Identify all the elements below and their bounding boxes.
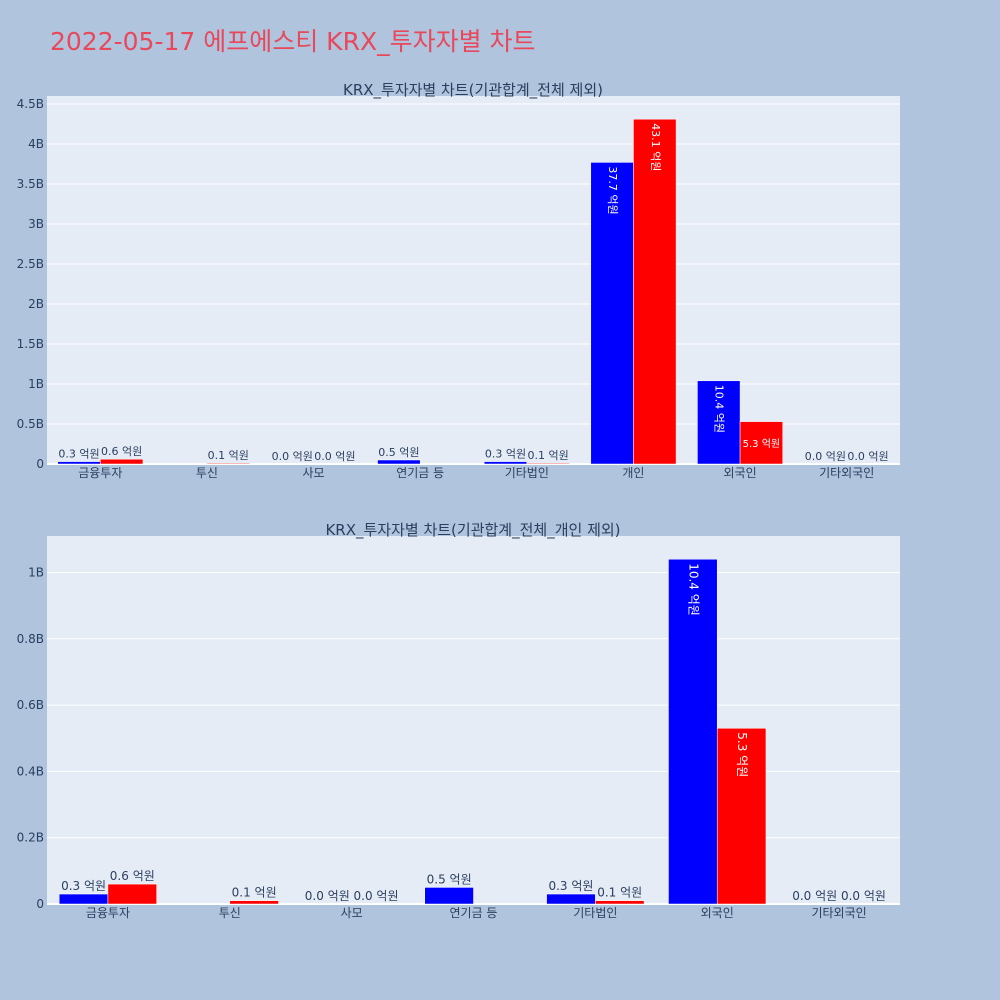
bar bbox=[526, 462, 570, 465]
bar bbox=[716, 728, 767, 905]
data-label: 0.3 억원 bbox=[58, 448, 99, 461]
bar bbox=[107, 883, 157, 905]
x-tick-label: 기타외국인 bbox=[811, 906, 866, 920]
bar bbox=[595, 900, 645, 905]
y-tick-label: 0.2B bbox=[17, 831, 44, 845]
y-tick-label: 1.5B bbox=[17, 337, 44, 351]
x-tick-label: 외국인 bbox=[724, 466, 757, 480]
data-label: 0.0 억원 bbox=[314, 450, 355, 463]
data-label: 0.0 억원 bbox=[305, 889, 350, 903]
bar bbox=[483, 461, 528, 465]
x-tick-label: 외국인 bbox=[701, 906, 734, 920]
chart-2-title: KRX_투자자별 차트(기관합계_전체_개인 제외) bbox=[325, 521, 620, 540]
x-tick-label: 기타법인 bbox=[573, 906, 617, 920]
data-label: 0.0 억원 bbox=[354, 889, 399, 903]
x-tick-label: 금융투자 bbox=[78, 466, 122, 480]
page-title: 2022-05-17 에프에스티 KRX_투자자별 차트 bbox=[50, 27, 536, 56]
bar bbox=[57, 461, 101, 465]
y-tick-label: 1B bbox=[28, 565, 44, 579]
data-label: 0.1 억원 bbox=[232, 886, 277, 900]
data-label: 0.0 억원 bbox=[805, 450, 846, 463]
data-label: 0.1 억원 bbox=[597, 886, 642, 900]
bar bbox=[424, 887, 474, 905]
x-tick-label: 투신 bbox=[196, 466, 218, 480]
x-tick-label: 금융투자 bbox=[86, 906, 130, 920]
data-label: 0.1 억원 bbox=[528, 449, 569, 462]
y-tick-label: 4B bbox=[28, 137, 44, 151]
data-label: 0.5 억원 bbox=[378, 446, 419, 459]
data-label: 0.6 억원 bbox=[110, 869, 155, 883]
data-label: 0.0 억원 bbox=[792, 889, 837, 903]
y-tick-label: 2.5B bbox=[17, 257, 44, 271]
x-tick-label: 개인 bbox=[622, 466, 644, 480]
x-tick-label: 연기금 등 bbox=[450, 906, 498, 920]
y-tick-label: 0.5B bbox=[17, 417, 44, 431]
y-tick-label: 4.5B bbox=[17, 97, 44, 111]
data-label: 37.7 억원 bbox=[606, 166, 619, 214]
data-label: 0.1 억원 bbox=[208, 449, 249, 462]
bar bbox=[206, 462, 250, 465]
data-label: 5.3 억원 bbox=[735, 732, 749, 777]
x-tick-label: 기타법인 bbox=[505, 466, 549, 480]
y-tick-label: 0 bbox=[36, 897, 44, 911]
bar bbox=[229, 900, 279, 905]
data-label: 0.5 억원 bbox=[427, 872, 472, 886]
y-tick-label: 0.6B bbox=[17, 698, 44, 712]
chart-1-title: KRX_투자자별 차트(기관합계_전체 제외) bbox=[343, 81, 603, 100]
data-label: 10.4 억원 bbox=[686, 563, 700, 616]
bar bbox=[377, 459, 421, 465]
data-label: 0.3 억원 bbox=[485, 448, 526, 461]
data-label: 43.1 억원 bbox=[649, 123, 662, 171]
bar bbox=[58, 893, 109, 905]
bar bbox=[590, 162, 634, 465]
y-tick-label: 2B bbox=[28, 297, 44, 311]
y-tick-label: 3.5B bbox=[17, 177, 44, 191]
x-tick-label: 투신 bbox=[219, 906, 241, 920]
y-tick-label: 0.8B bbox=[17, 632, 44, 646]
plot-area-2 bbox=[47, 536, 900, 904]
bar bbox=[697, 380, 741, 465]
data-label: 0.0 억원 bbox=[847, 450, 888, 463]
bar bbox=[739, 421, 783, 465]
data-label: 0.0 억원 bbox=[841, 889, 886, 903]
x-tick-label: 사모 bbox=[341, 906, 363, 920]
x-tick-label: 연기금 등 bbox=[396, 466, 444, 480]
data-label: 5.3 억원 bbox=[743, 438, 780, 450]
y-tick-label: 3B bbox=[28, 217, 44, 231]
bar bbox=[546, 893, 596, 905]
x-tick-label: 기타외국인 bbox=[819, 466, 874, 480]
bar bbox=[100, 458, 144, 465]
data-label: 10.4 억원 bbox=[713, 385, 726, 433]
data-label: 0.6 억원 bbox=[101, 445, 142, 458]
x-tick-label: 사모 bbox=[303, 466, 325, 480]
data-label: 0.3 억원 bbox=[548, 879, 593, 893]
bar bbox=[668, 558, 718, 905]
bar bbox=[633, 118, 677, 465]
data-label: 0.3 억원 bbox=[61, 879, 106, 893]
y-tick-label: 1B bbox=[28, 377, 44, 391]
plot-area-1 bbox=[47, 96, 900, 464]
y-tick-label: 0.4B bbox=[17, 764, 44, 778]
y-tick-label: 0 bbox=[36, 457, 44, 471]
data-label: 0.0 억원 bbox=[272, 450, 313, 463]
